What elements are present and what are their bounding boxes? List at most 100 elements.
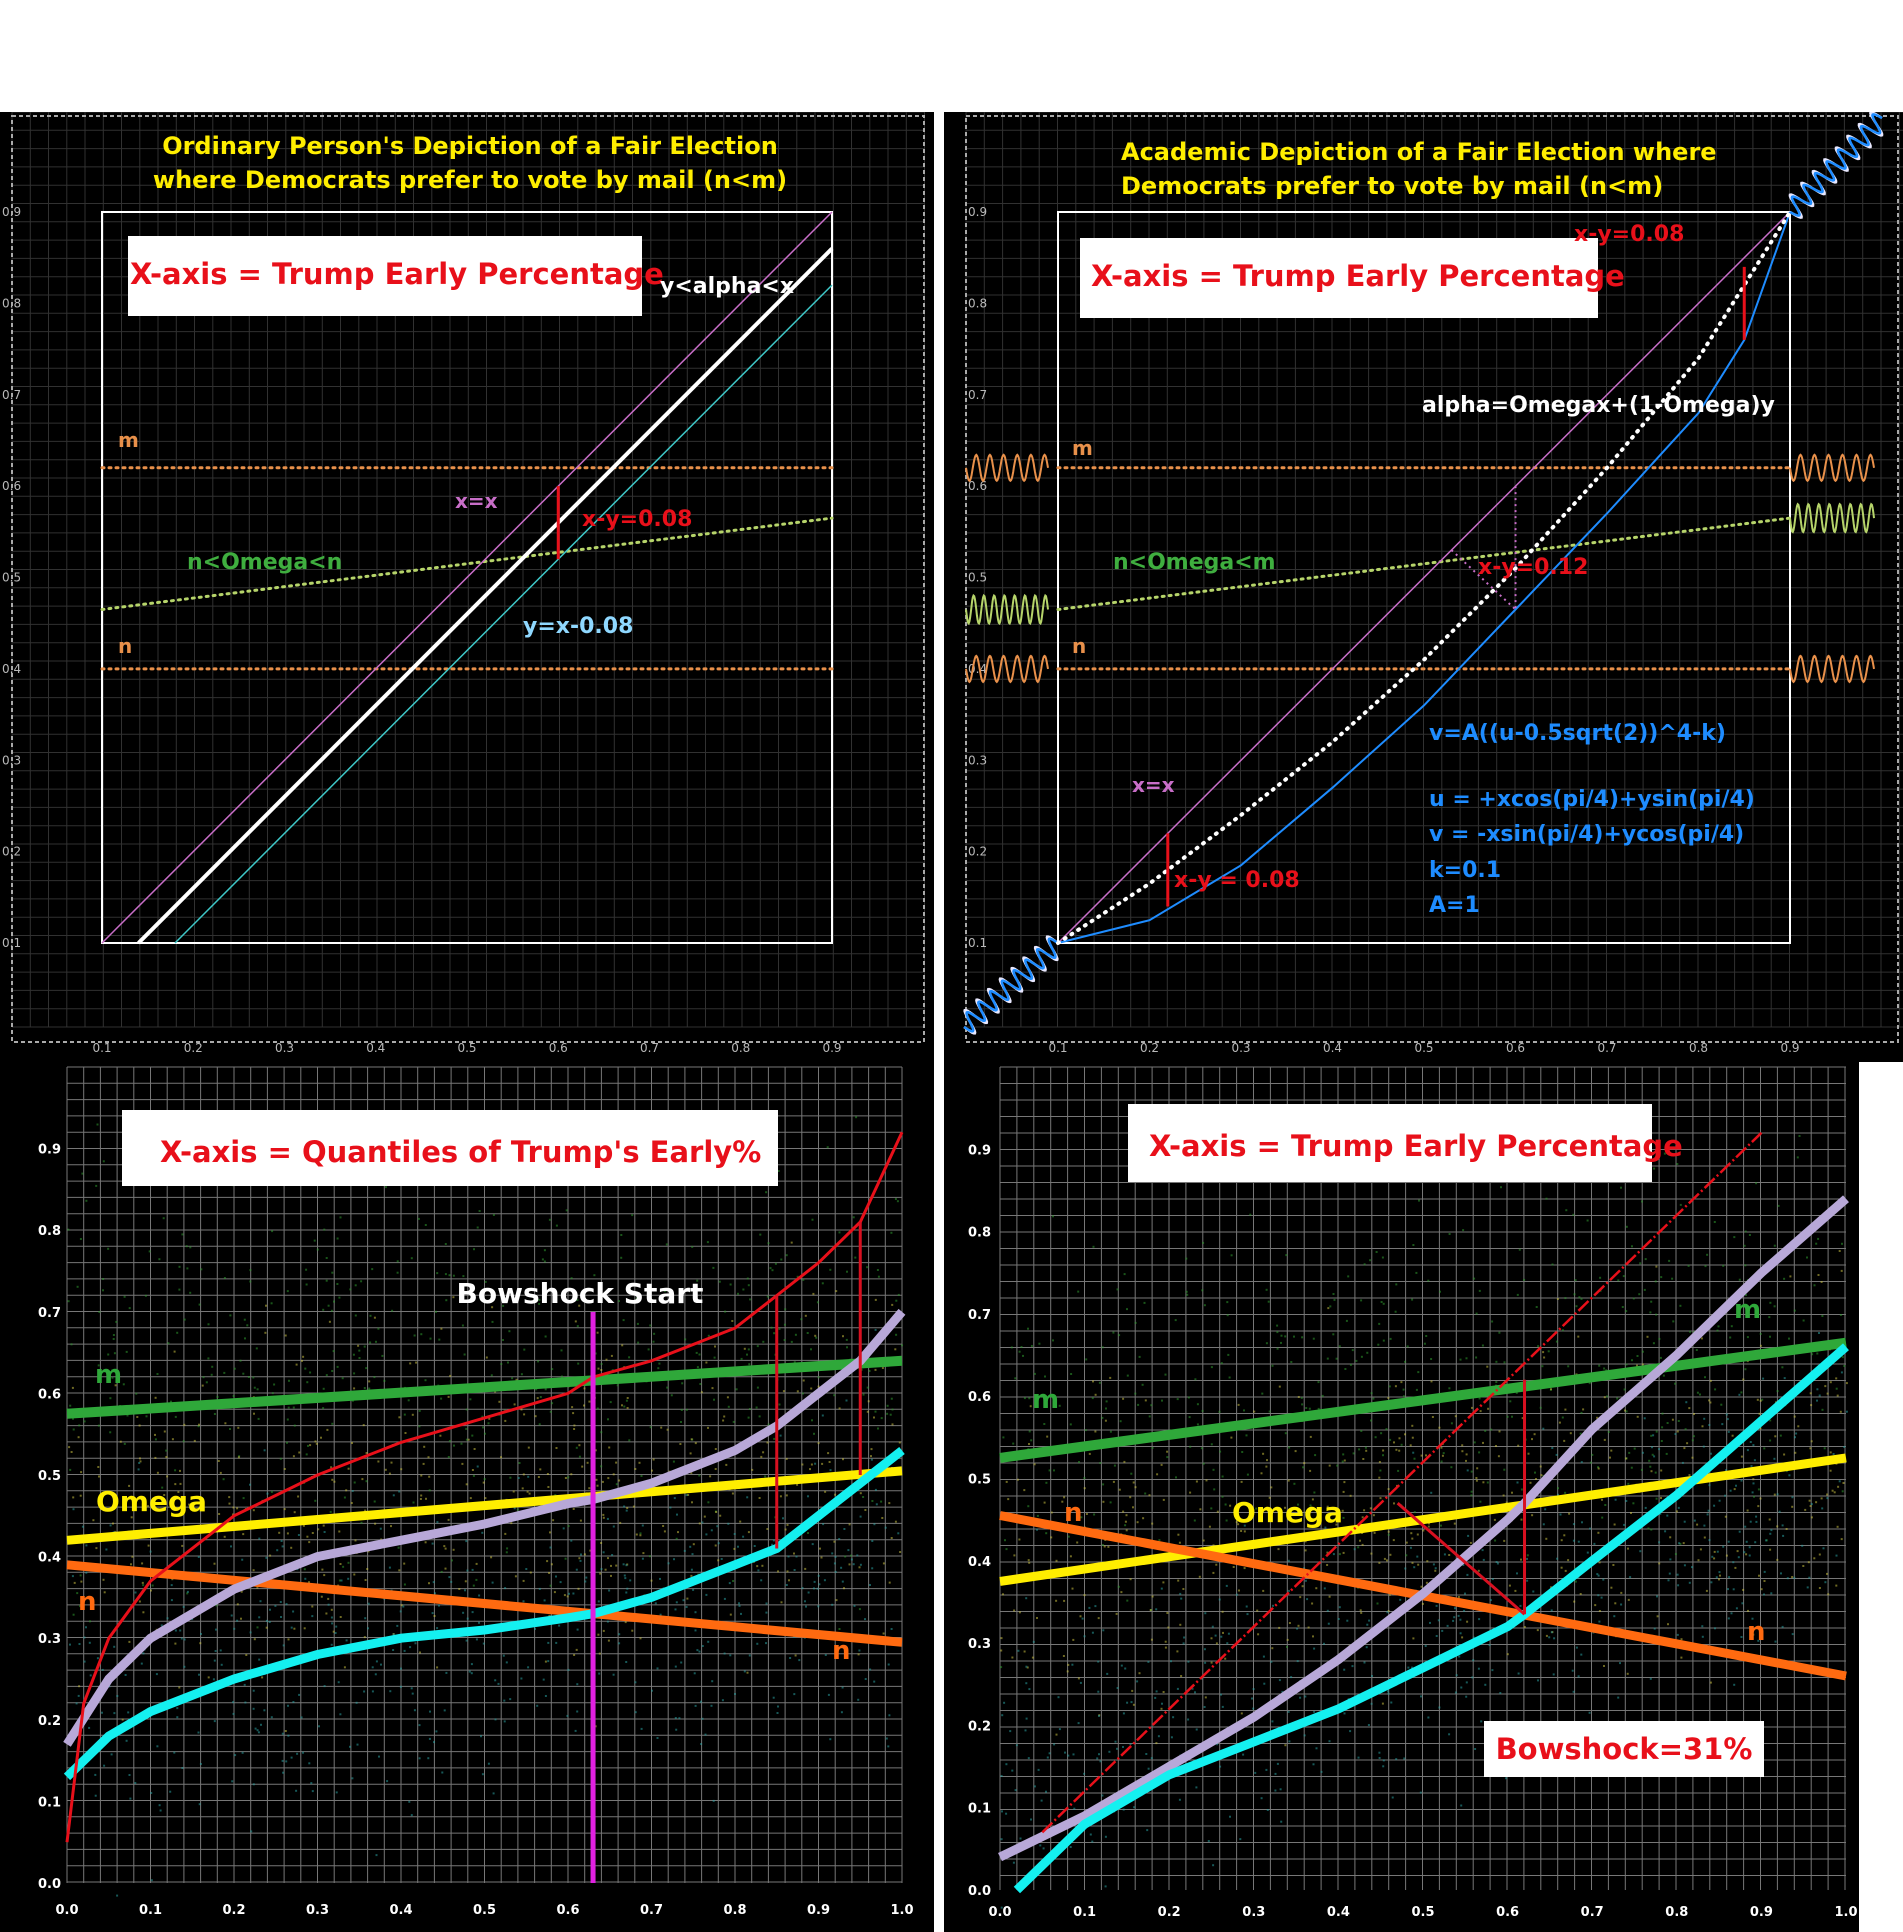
scatter-point: [1475, 1477, 1478, 1479]
equation-2: u = +xcos(pi/4)+ysin(pi/4): [1429, 787, 1755, 812]
scatter-point: [1189, 1491, 1192, 1494]
scatter-point: [469, 1398, 472, 1401]
scatter-point: [1370, 1392, 1373, 1395]
scatter-point: [1550, 1609, 1553, 1612]
scatter-point: [281, 1545, 284, 1548]
scatter-point: [449, 1374, 452, 1377]
scatter-point: [73, 1581, 76, 1584]
scatter-point: [368, 1380, 371, 1383]
scatter-point: [866, 1266, 869, 1269]
scatter-point: [1028, 1430, 1031, 1433]
n-label: n: [118, 634, 132, 658]
scatter-point: [575, 1568, 578, 1571]
scatter-point: [641, 1557, 644, 1560]
scatter-point: [280, 1540, 283, 1542]
scatter-point: [625, 1509, 628, 1512]
scatter-point: [1817, 1237, 1820, 1240]
x-tick-label: 0.4: [366, 1041, 385, 1055]
scatter-point: [342, 1565, 345, 1568]
scatter-point: [870, 1455, 872, 1458]
scatter-point: [1495, 1445, 1497, 1447]
scatter-point: [1744, 1368, 1747, 1371]
scatter-point: [1327, 1622, 1330, 1625]
x-tick-label: 0.1: [1073, 1905, 1096, 1920]
scatter-point: [1835, 1584, 1838, 1587]
scatter-point: [1351, 1665, 1354, 1668]
scatter-point: [1412, 1244, 1415, 1246]
scatter-point: [1641, 1451, 1644, 1454]
scatter-point: [1735, 1484, 1737, 1487]
scatter-point: [138, 1462, 141, 1464]
scatter-point: [1029, 1405, 1032, 1408]
scatter-point: [1212, 1468, 1215, 1471]
scatter-point: [1651, 1446, 1653, 1449]
scatter-point: [833, 1540, 836, 1543]
scatter-point: [1808, 1576, 1811, 1579]
scatter-point: [325, 1257, 328, 1259]
scatter-point: [189, 1291, 192, 1294]
scatter-point: [1425, 1454, 1427, 1457]
scatter-point: [1176, 1398, 1179, 1401]
scatter-point: [1372, 1397, 1375, 1400]
scatter-point: [285, 1603, 288, 1606]
scatter-point: [877, 1275, 880, 1278]
scatter-point: [725, 1463, 728, 1466]
scatter-point: [1274, 1772, 1277, 1775]
scatter-point: [216, 1395, 219, 1398]
scatter-point: [1025, 1682, 1028, 1685]
scatter-point: [323, 1685, 326, 1688]
scatter-point: [136, 1416, 139, 1418]
scatter-point: [72, 1417, 74, 1420]
scatter-point: [647, 1348, 650, 1351]
scatter-point: [1304, 1549, 1307, 1552]
scatter-point: [1277, 1548, 1280, 1551]
y-tick-label: 0.9: [38, 1143, 61, 1158]
scatter-point: [1804, 1508, 1807, 1511]
scatter-point: [1713, 1550, 1716, 1553]
scatter-point: [696, 1279, 699, 1282]
scatter-point: [1239, 1838, 1242, 1841]
scatter-point: [111, 1376, 114, 1379]
scatter-point: [1776, 1558, 1779, 1561]
scatter-point: [600, 1542, 603, 1544]
scatter-point: [1357, 1546, 1360, 1549]
scatter-point: [1000, 1838, 1003, 1841]
scatter-point: [653, 1332, 656, 1335]
scatter-point: [322, 1387, 325, 1390]
x-tick-label: 0.1: [92, 1041, 111, 1055]
scatter-point: [427, 1757, 430, 1760]
scatter-point: [336, 1237, 339, 1240]
scatter-point: [1558, 1421, 1561, 1424]
scatter-point: [1724, 1515, 1727, 1518]
scatter-point: [694, 1611, 697, 1614]
scatter-point: [1265, 1342, 1268, 1345]
y-tick-label: 0.9: [2, 205, 21, 219]
scatter-point: [339, 1713, 342, 1716]
scatter-point: [483, 1432, 486, 1435]
scatter-point: [897, 1532, 900, 1535]
scatter-point: [330, 1466, 333, 1469]
scatter-point: [252, 1569, 255, 1572]
axis-label-box: [1128, 1104, 1652, 1182]
scatter-point: [1251, 1697, 1253, 1700]
scatter-point: [182, 1440, 185, 1443]
scatter-point: [303, 1568, 306, 1571]
scatter-point: [1064, 1751, 1066, 1754]
scatter-point: [1252, 1688, 1255, 1691]
scatter-point: [139, 1457, 141, 1460]
scatter-point: [296, 1752, 299, 1755]
scatter-point: [475, 1578, 478, 1581]
scatter-point: [147, 1544, 150, 1547]
scatter-point: [1276, 1331, 1279, 1334]
x-tick-label: 0.3: [1231, 1041, 1250, 1055]
scatter-point: [80, 1471, 83, 1474]
scatter-point: [124, 1674, 127, 1676]
scatter-point: [757, 1569, 760, 1572]
scatter-point: [1798, 1135, 1801, 1137]
scatter-point: [483, 1478, 486, 1481]
scatter-point: [848, 1563, 851, 1566]
scatter-point: [1063, 1599, 1066, 1602]
scatter-point: [434, 1592, 436, 1595]
scatter-point: [1826, 1392, 1829, 1395]
x-tick-label: 0.5: [1411, 1905, 1434, 1920]
